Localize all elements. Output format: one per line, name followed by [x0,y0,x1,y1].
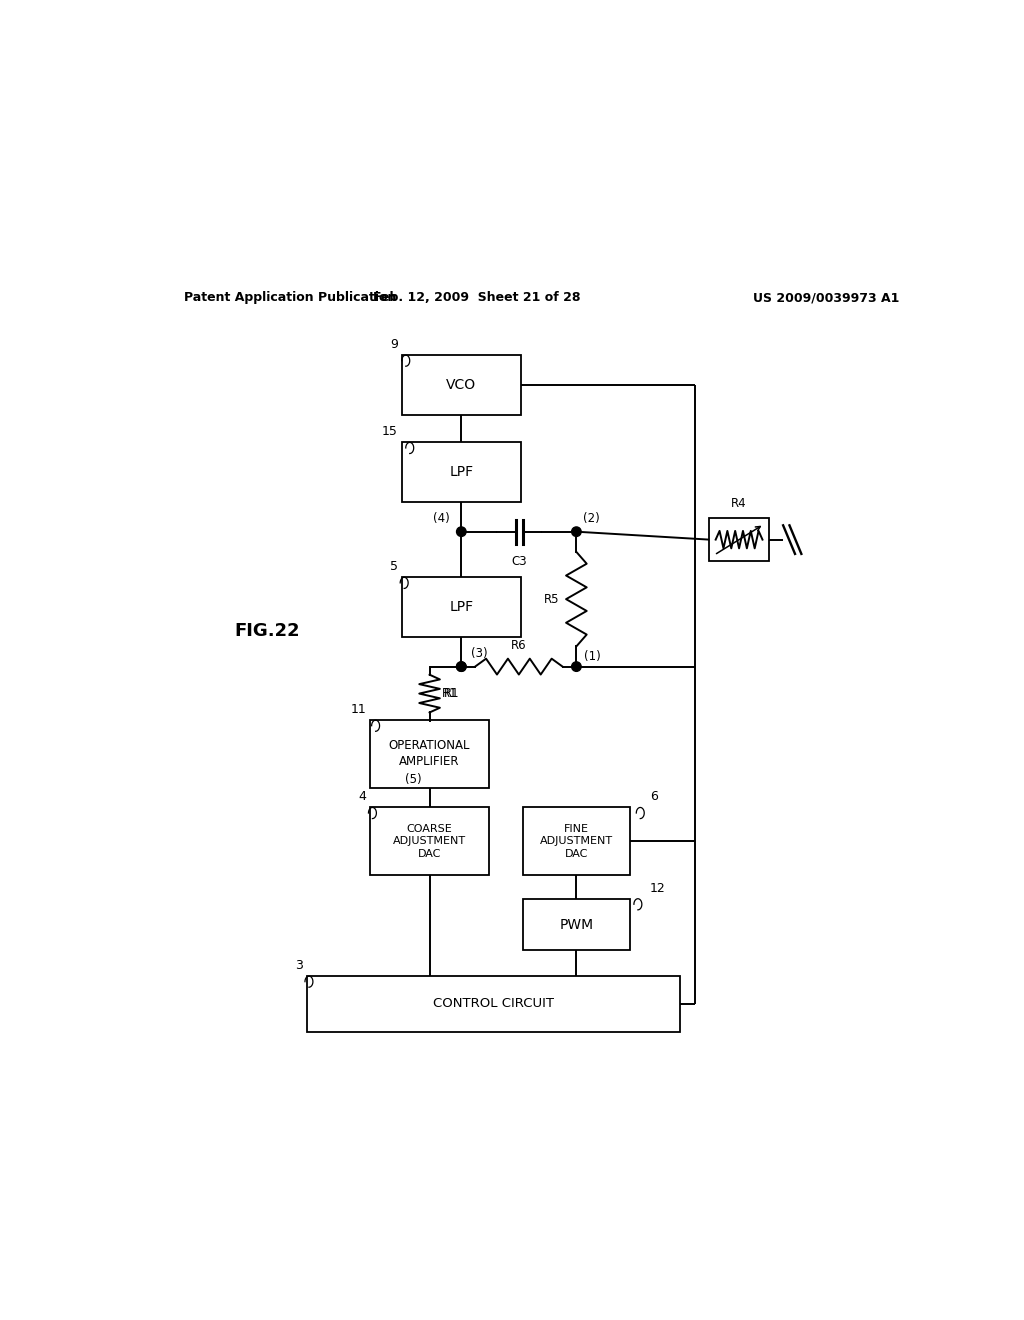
Text: 12: 12 [650,882,666,895]
Circle shape [457,661,466,672]
Text: 9: 9 [390,338,397,351]
Bar [401,442,521,502]
Bar [370,721,489,788]
Text: (5): (5) [406,772,422,785]
Circle shape [571,527,582,536]
Text: (3): (3) [471,647,487,660]
Text: (2): (2) [583,512,599,525]
Text: (4): (4) [433,512,450,525]
Bar [401,355,521,414]
Bar [710,517,769,561]
Text: LPF: LPF [450,601,473,614]
Bar [401,577,521,636]
Text: LPF: LPF [450,465,473,479]
Text: COARSE
ADJUSTMENT
DAC: COARSE ADJUSTMENT DAC [393,824,466,858]
Text: FIG.22: FIG.22 [234,622,300,640]
Circle shape [457,527,466,536]
Bar [523,808,630,875]
Text: C3: C3 [511,556,527,569]
Text: R5: R5 [544,593,559,606]
Text: 11: 11 [350,704,367,717]
Text: (1): (1) [585,649,601,663]
Bar [370,808,489,875]
Text: R1: R1 [443,688,460,700]
Text: 3: 3 [295,960,303,972]
Text: 4: 4 [358,791,367,804]
Text: OPERATIONAL
AMPLIFIER: OPERATIONAL AMPLIFIER [389,739,470,768]
Text: R1: R1 [441,688,457,700]
Text: R4: R4 [731,496,746,510]
Text: 6: 6 [650,791,657,804]
Text: Feb. 12, 2009  Sheet 21 of 28: Feb. 12, 2009 Sheet 21 of 28 [374,292,581,304]
Circle shape [571,661,582,672]
Text: FINE
ADJUSTMENT
DAC: FINE ADJUSTMENT DAC [540,824,613,858]
Bar [523,899,630,950]
Text: 5: 5 [390,561,397,573]
Circle shape [457,661,466,672]
Text: Patent Application Publication: Patent Application Publication [183,292,396,304]
Text: CONTROL CIRCUIT: CONTROL CIRCUIT [432,998,554,1010]
Text: US 2009/0039973 A1: US 2009/0039973 A1 [754,292,899,304]
Text: VCO: VCO [446,378,476,392]
Text: PWM: PWM [559,917,594,932]
Text: 15: 15 [382,425,397,438]
Bar [306,975,680,1032]
Text: R6: R6 [511,639,526,652]
